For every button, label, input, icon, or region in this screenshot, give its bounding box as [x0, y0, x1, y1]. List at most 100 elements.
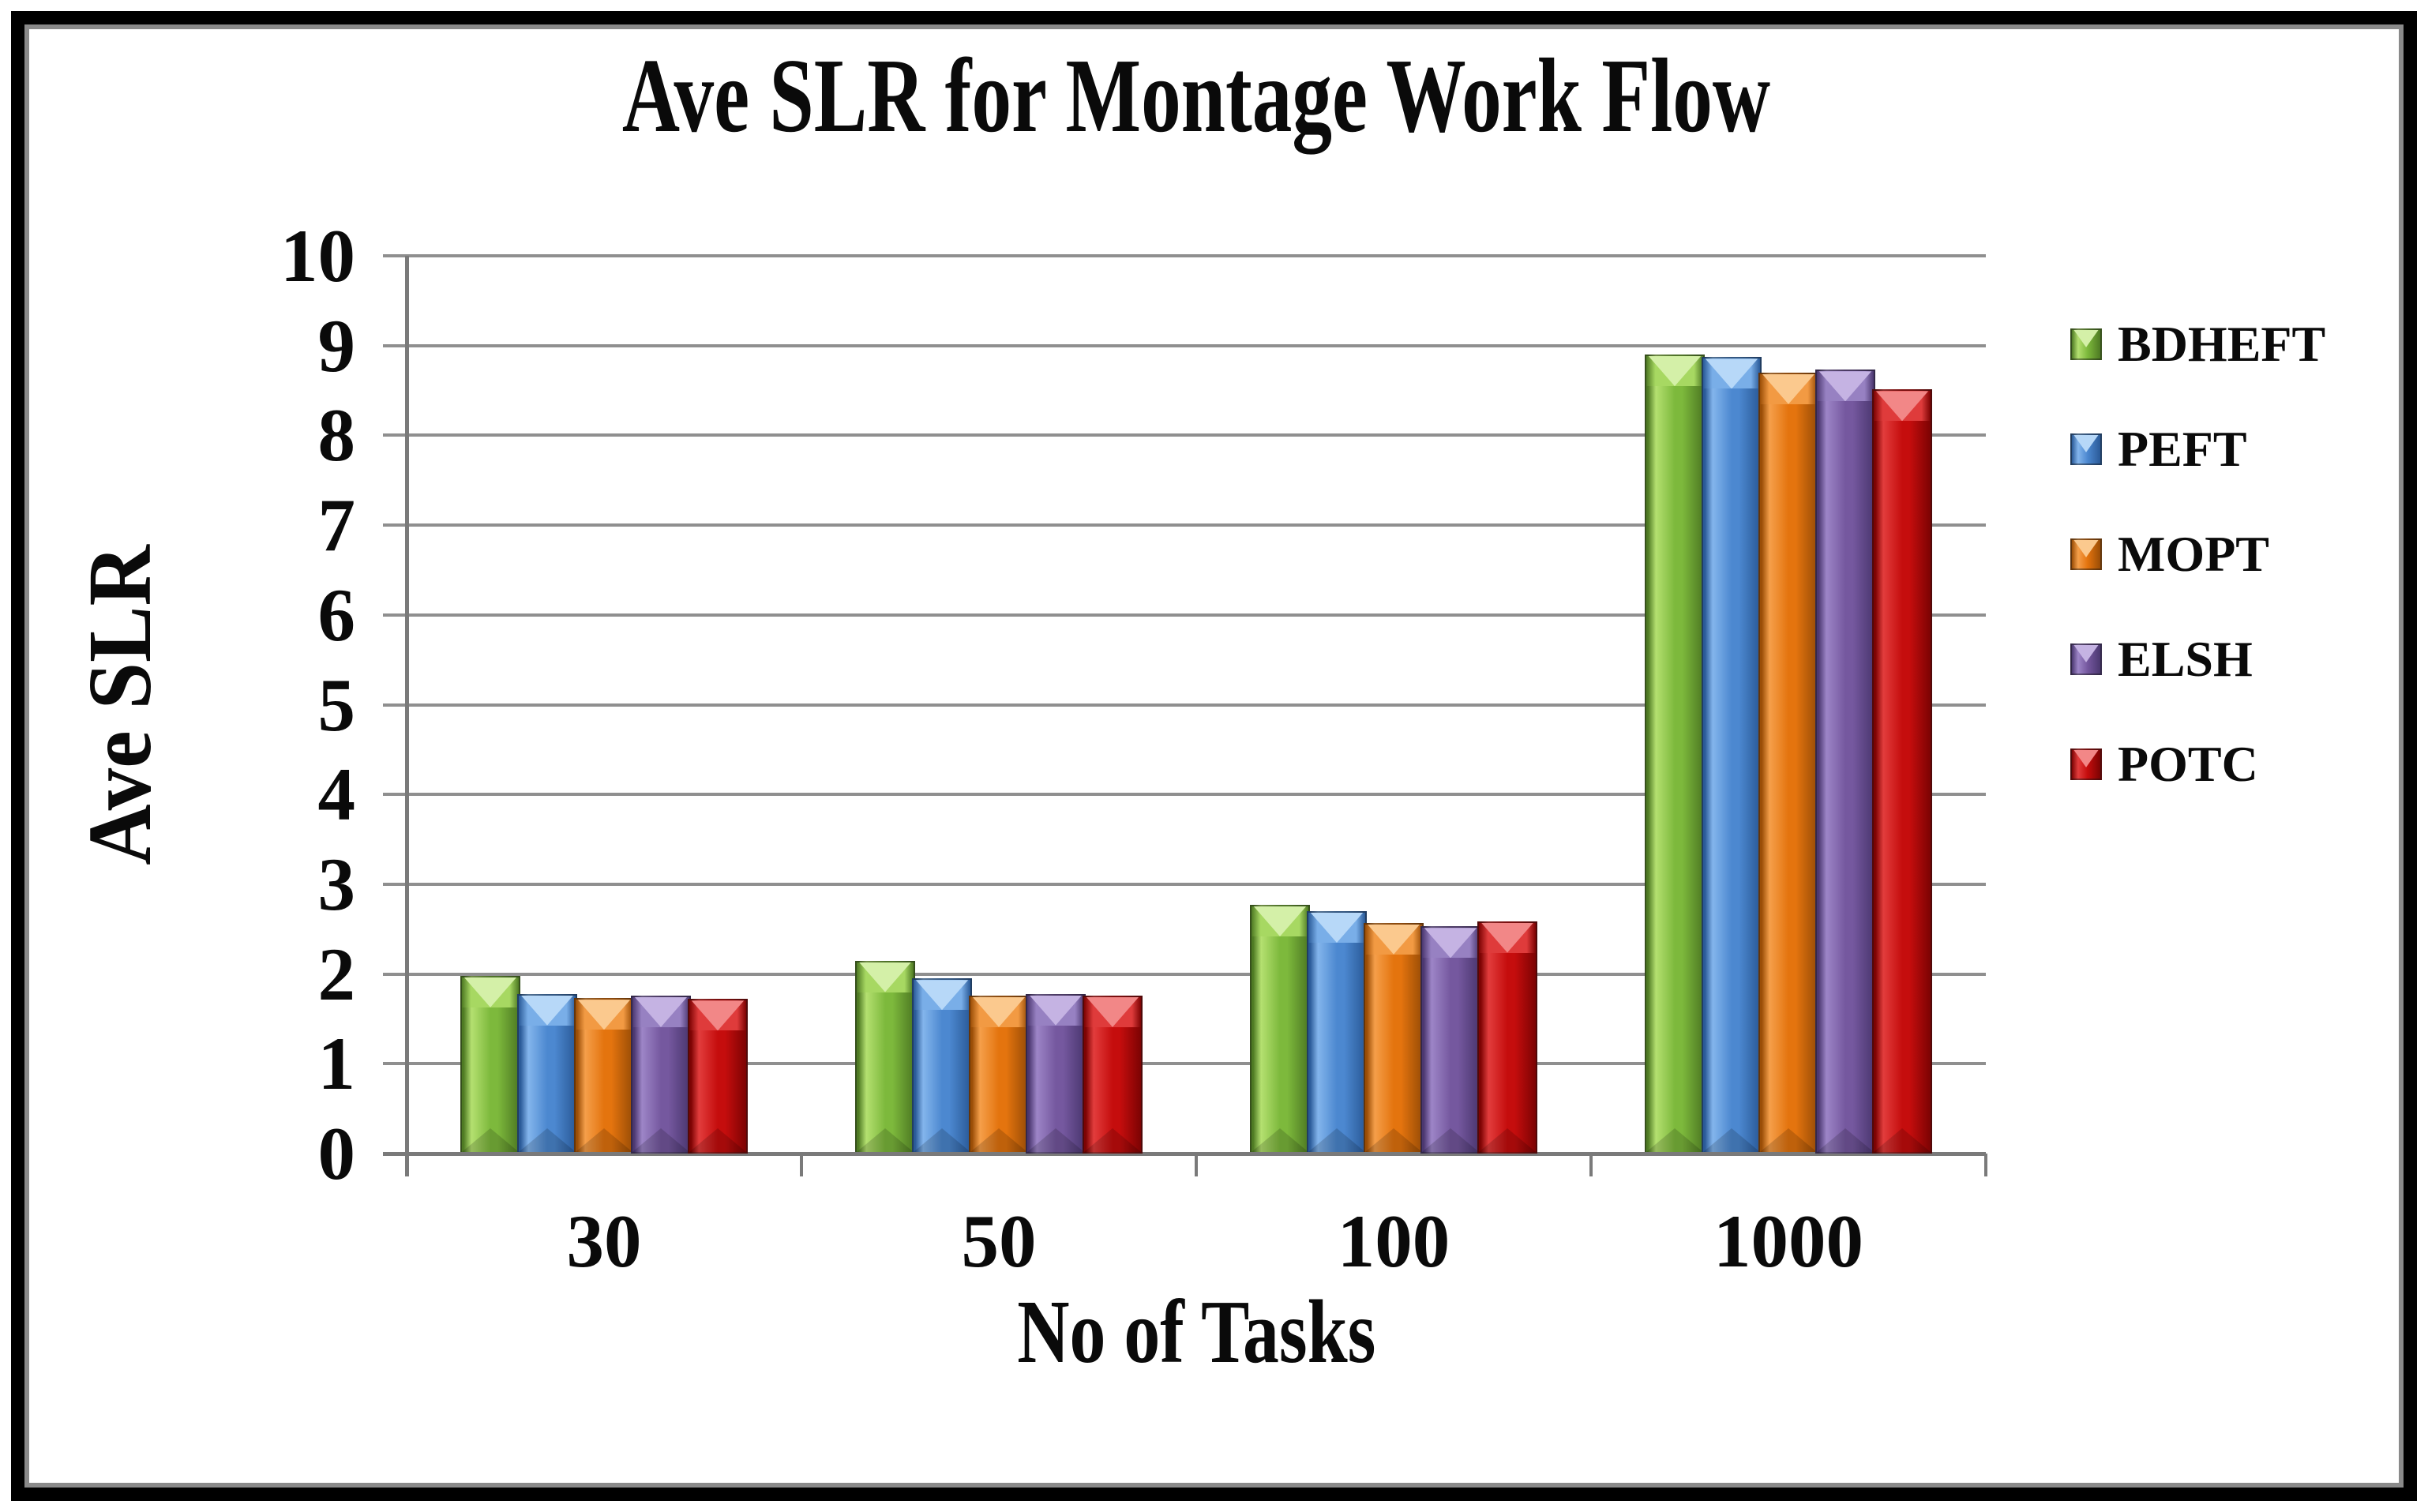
- bar-bevel-top: [1874, 391, 1931, 422]
- legend-swatch-icon: [2070, 643, 2102, 675]
- y-tick-label: 2: [317, 932, 356, 1016]
- x-tick-label: 100: [1337, 1199, 1450, 1283]
- legend-item-elsh: ELSH: [2070, 606, 2325, 711]
- bar-bevel-bottom: [1760, 1128, 1817, 1152]
- bar-bevel-top: [857, 962, 914, 992]
- bar-bevel-top: [576, 1000, 632, 1030]
- y-tick-label: 6: [317, 572, 356, 657]
- legend-swatch-icon: [2070, 748, 2102, 780]
- legend-item-potc: POTC: [2070, 711, 2325, 816]
- bar-bevel-bottom: [576, 1128, 632, 1152]
- gridline: [383, 254, 1986, 257]
- bar-bevel-bottom: [1479, 1128, 1536, 1152]
- x-tick-label: 1000: [1713, 1199, 1863, 1283]
- bar-bevel-bottom: [914, 1128, 970, 1152]
- x-axis-line: [383, 1152, 1986, 1156]
- y-tick-label: 8: [317, 393, 356, 478]
- bar-potc-1000: [1872, 389, 1932, 1154]
- bar-bdheft-50: [855, 960, 915, 1154]
- bar-bevel-bottom: [1646, 1128, 1703, 1152]
- bar-bevel-top: [1703, 358, 1760, 389]
- y-axis-title: Ave SLR: [30, 256, 212, 1154]
- y-tick-label: 10: [280, 214, 355, 298]
- bar-peft-1000: [1702, 357, 1762, 1154]
- x-axis-tick: [1195, 1154, 1198, 1176]
- bar-bevel-top: [1479, 922, 1536, 953]
- bar-mopt-30: [574, 998, 634, 1154]
- gridline: [383, 882, 1986, 886]
- x-axis-tick: [1589, 1154, 1593, 1176]
- bar-bevel-bottom: [1422, 1128, 1479, 1152]
- bar-bevel-bottom: [857, 1128, 914, 1152]
- bar-bevel-top: [1422, 928, 1479, 959]
- bar-elsh-30: [631, 995, 691, 1154]
- bar-bevel-top: [1646, 356, 1703, 387]
- bar-mopt-100: [1364, 922, 1424, 1154]
- bar-bevel-top: [632, 996, 689, 1027]
- bar-bevel-bottom: [462, 1128, 519, 1152]
- gridline: [383, 613, 1986, 617]
- legend-label: PEFT: [2118, 420, 2247, 477]
- bar-elsh-1000: [1815, 370, 1875, 1154]
- bar-bevel-bottom: [1365, 1128, 1422, 1152]
- x-tick-label: 30: [566, 1199, 642, 1283]
- bar-bdheft-30: [460, 975, 520, 1154]
- bar-bevel-top: [462, 977, 519, 1007]
- bar-bevel-top: [970, 996, 1027, 1027]
- legend-label: ELSH: [2118, 630, 2253, 687]
- bar-bevel-top: [1308, 913, 1365, 943]
- y-tick-label: 4: [317, 752, 356, 837]
- bar-bevel-bottom: [1252, 1128, 1308, 1152]
- legend-label: POTC: [2118, 735, 2258, 792]
- bar-potc-100: [1477, 921, 1537, 1154]
- y-tick-label: 3: [317, 842, 356, 926]
- x-axis-tick: [1984, 1154, 1987, 1176]
- y-tick-label: 5: [317, 662, 356, 747]
- bar-bevel-top: [1760, 373, 1817, 404]
- bar-peft-100: [1307, 911, 1367, 1154]
- bar-bevel-top: [689, 1000, 746, 1031]
- legend: BDHEFT PEFT MOPT ELSH POTC: [2070, 291, 2325, 816]
- bar-bevel-bottom: [1703, 1128, 1760, 1152]
- legend-swatch-icon: [2070, 328, 2102, 360]
- legend-item-peft: PEFT: [2070, 396, 2325, 501]
- x-tick-label: 50: [961, 1199, 1037, 1283]
- bar-potc-30: [688, 999, 748, 1154]
- bar-mopt-1000: [1758, 372, 1818, 1154]
- y-tick-label: 7: [317, 483, 356, 568]
- bar-elsh-50: [1026, 993, 1086, 1154]
- legend-item-mopt: MOPT: [2070, 501, 2325, 606]
- bar-peft-50: [912, 978, 972, 1154]
- bar-bevel-top: [1027, 995, 1084, 1026]
- chart-title-text: Ave SLR for Montage Work Flow: [621, 37, 1771, 155]
- gridline: [383, 433, 1986, 437]
- bar-peft-30: [517, 993, 577, 1154]
- bar-bevel-top: [1365, 924, 1422, 955]
- bar-bdheft-100: [1250, 905, 1310, 1154]
- legend-label: MOPT: [2118, 525, 2269, 582]
- y-axis-title-text: Ave SLR: [70, 544, 171, 865]
- legend-swatch-icon: [2070, 433, 2102, 465]
- legend-label: BDHEFT: [2118, 315, 2326, 372]
- x-axis-title-text: No of Tasks: [1016, 1282, 1376, 1383]
- plot-area: [383, 254, 1987, 1176]
- gridline: [383, 523, 1986, 527]
- y-tick-label: 1: [317, 1022, 356, 1106]
- bar-bevel-bottom: [689, 1128, 746, 1152]
- bar-bevel-top: [1084, 996, 1141, 1027]
- bar-bevel-bottom: [1027, 1128, 1084, 1152]
- bar-bevel-bottom: [1874, 1128, 1931, 1152]
- bar-bevel-bottom: [1308, 1128, 1365, 1152]
- bar-bevel-bottom: [970, 1128, 1027, 1152]
- bar-bevel-bottom: [1817, 1128, 1874, 1152]
- bar-elsh-100: [1420, 926, 1480, 1154]
- bar-potc-50: [1083, 995, 1143, 1154]
- gridline: [383, 1062, 1986, 1066]
- bar-bevel-top: [1817, 371, 1874, 402]
- bar-bevel-bottom: [632, 1128, 689, 1152]
- gridline: [383, 972, 1986, 976]
- bar-bevel-bottom: [1084, 1128, 1141, 1152]
- y-tick-label: 0: [317, 1112, 356, 1195]
- gridline: [383, 343, 1986, 347]
